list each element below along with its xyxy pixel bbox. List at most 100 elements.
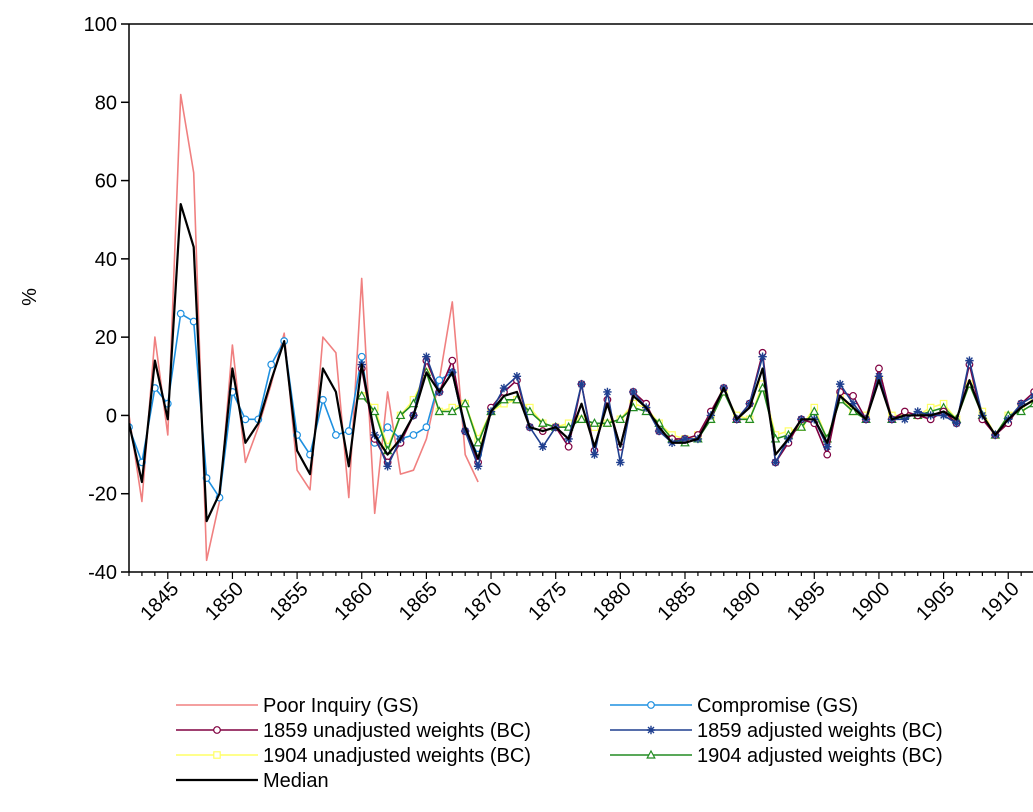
data-point <box>564 442 573 451</box>
data-point <box>1016 399 1026 408</box>
data-point <box>448 356 457 365</box>
data-point <box>434 406 445 416</box>
x-tick-label: 1885 <box>654 578 701 625</box>
x-tick-label: 1900 <box>847 578 894 625</box>
legend-marker <box>647 701 655 709</box>
data-point <box>537 417 548 427</box>
data-point <box>758 352 767 361</box>
data-point <box>383 462 392 471</box>
data-point <box>1016 406 1026 416</box>
data-point <box>267 360 276 369</box>
data-point <box>680 434 690 444</box>
data-point <box>900 415 909 424</box>
data-point <box>1030 395 1033 404</box>
data-point <box>538 442 547 451</box>
data-point <box>422 423 431 432</box>
legend-marker <box>646 749 656 759</box>
data-point <box>913 407 922 416</box>
x-tick-label: 1855 <box>266 578 313 625</box>
data-point <box>745 399 754 408</box>
x-tick-label: 1880 <box>589 578 636 625</box>
data-point <box>435 376 444 385</box>
data-point <box>589 417 600 427</box>
data-point <box>460 426 470 436</box>
legend-item: 1859 unadjusted weights (BC) <box>176 720 531 742</box>
legend-marker <box>213 751 221 759</box>
data-point <box>176 309 185 318</box>
data-point <box>771 458 780 467</box>
data-point <box>952 419 961 428</box>
legend-item: 1904 adjusted weights (BC) <box>610 745 943 767</box>
series-poor-inquiry-gs <box>129 93 479 562</box>
data-point <box>835 379 845 389</box>
data-point <box>849 391 857 400</box>
data-point <box>473 437 483 447</box>
data-point <box>447 406 458 416</box>
y-tick-label: 0 <box>106 405 117 427</box>
data-point <box>357 352 366 361</box>
legend-item: Median <box>176 770 329 792</box>
data-point <box>189 317 198 326</box>
data-point <box>241 415 250 424</box>
data-point <box>525 406 535 416</box>
x-tick-label: 1910 <box>977 578 1024 625</box>
data-point <box>602 417 613 427</box>
data-point <box>590 450 599 459</box>
x-tick-label: 1905 <box>912 578 959 625</box>
axes-layer: -40 -20 0 20 40 60 80 100 1845 1850 1855 1860 1865 18… <box>84 14 1033 625</box>
data-point <box>409 431 418 439</box>
data-point <box>629 387 638 397</box>
data-point <box>331 431 340 439</box>
data-point <box>616 458 625 467</box>
legend-label: Median <box>263 770 329 792</box>
x-tick-label: 1860 <box>330 578 377 625</box>
data-point <box>460 398 470 408</box>
legend-item: 1904 unadjusted weights (BC) <box>176 745 531 767</box>
legend-label: 1904 adjusted weights (BC) <box>697 745 943 767</box>
data-point <box>900 407 909 416</box>
y-tick-label: 80 <box>95 92 117 114</box>
data-point <box>369 406 380 416</box>
data-point <box>499 383 509 393</box>
y-tick-label: 20 <box>95 327 117 349</box>
legend-label: 1859 unadjusted weights (BC) <box>263 720 531 742</box>
legend-label: 1904 unadjusted weights (BC) <box>263 745 531 767</box>
data-point <box>603 387 612 397</box>
legend-item: Compromise (GS) <box>610 695 858 717</box>
data-point <box>848 406 858 416</box>
legend-marker <box>213 726 221 734</box>
y-tick-label: 60 <box>95 171 117 193</box>
x-tick-label: 1870 <box>460 578 507 625</box>
data-point <box>965 356 974 365</box>
data-point <box>512 372 522 381</box>
data-point <box>654 426 664 436</box>
series-median <box>129 203 1033 523</box>
data-point <box>875 364 883 373</box>
data-point <box>848 399 858 408</box>
series-layer <box>129 93 1033 562</box>
data-point <box>344 427 353 435</box>
data-point <box>939 411 948 420</box>
legend-label: 1859 adjusted weights (BC) <box>697 720 943 742</box>
data-point <box>383 423 392 432</box>
x-tick-label: 1845 <box>136 578 183 625</box>
series-line <box>129 203 1033 523</box>
data-point <box>576 414 587 423</box>
x-tick-label: 1890 <box>718 578 765 625</box>
x-tick-label: 1895 <box>783 578 830 625</box>
data-point <box>1029 400 1033 408</box>
data-point <box>823 442 832 451</box>
data-point <box>823 450 832 459</box>
x-tick-label: 1850 <box>201 578 248 625</box>
series-compromise-gs <box>129 309 483 502</box>
legend-item: Poor Inquiry (GS) <box>176 695 419 717</box>
legend-label: Compromise (GS) <box>697 695 858 717</box>
data-point <box>422 352 431 361</box>
x-tick-label: 1875 <box>524 578 571 625</box>
data-point <box>577 379 586 389</box>
legend: Poor Inquiry (GS) Compromise (GS) 1859 una… <box>176 695 943 792</box>
data-point <box>319 395 327 404</box>
data-point <box>744 414 755 423</box>
data-point <box>796 421 807 431</box>
